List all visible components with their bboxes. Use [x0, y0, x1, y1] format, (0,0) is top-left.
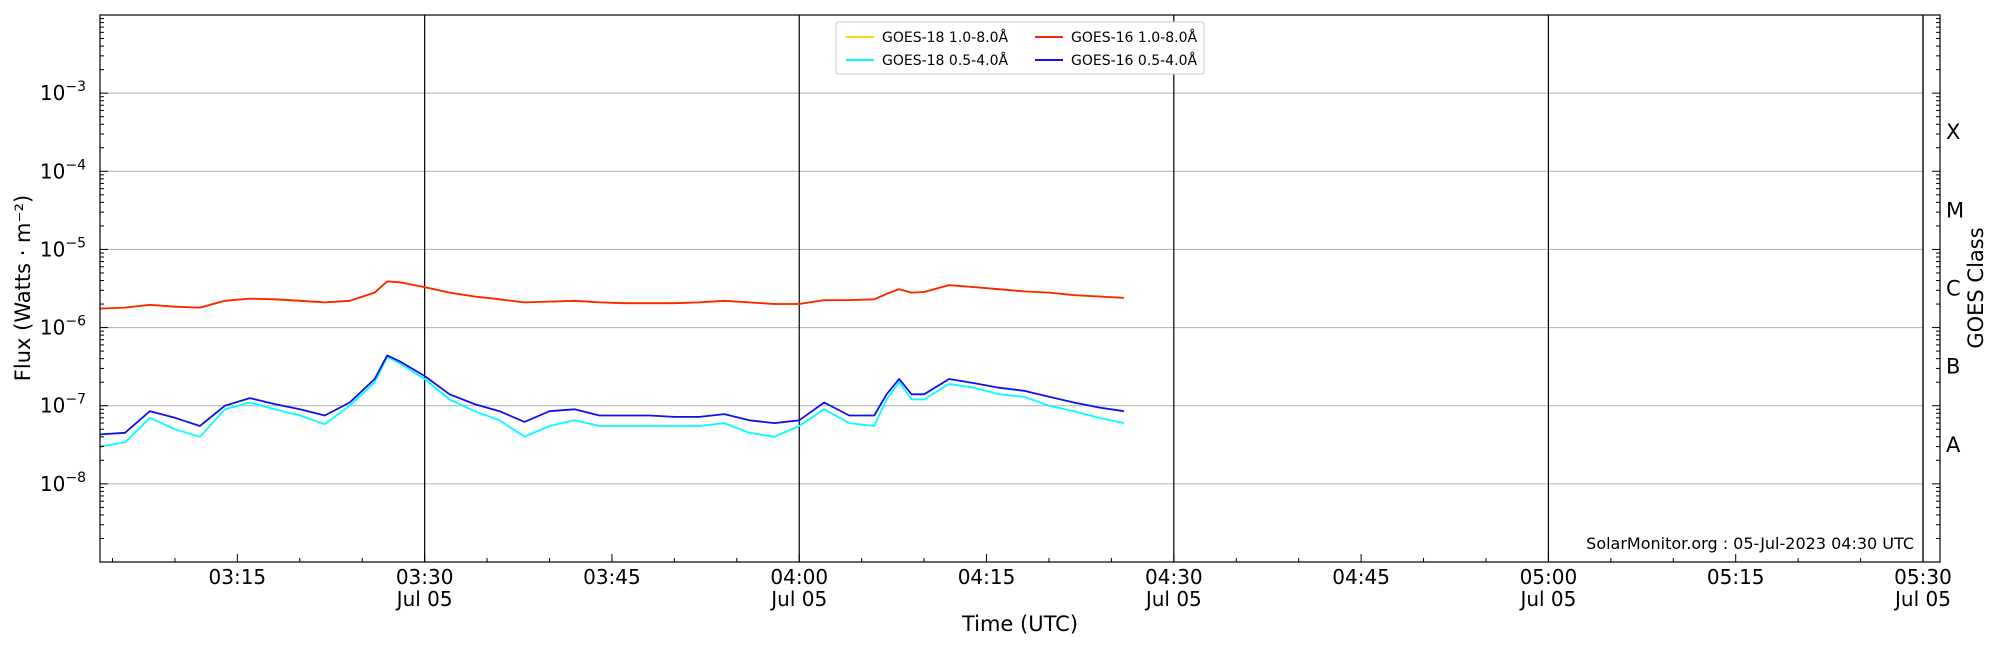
y-tick-base: 10 — [40, 472, 65, 496]
goes-class-label: B — [1946, 355, 1960, 379]
y-tick-base: 10 — [40, 394, 65, 418]
x-tick-label: 04:15 — [958, 565, 1016, 589]
plot-frame — [99, 14, 1941, 563]
y-tick-base: 10 — [40, 159, 65, 183]
legend-label: GOES-16 1.0-8.0Å — [1071, 29, 1197, 46]
goes-class-label: M — [1946, 198, 1964, 222]
y-tick-label: 10−3 — [40, 79, 86, 105]
goes-class-label: X — [1946, 120, 1960, 144]
y-tick-base: 10 — [40, 81, 65, 105]
x-tick-date-label: Jul 05 — [1518, 587, 1576, 611]
y-tick-label: 10−8 — [40, 470, 86, 496]
x-tick-date-label: Jul 05 — [395, 587, 453, 611]
series-line-1 — [99, 280, 1124, 310]
credit-text: SolarMonitor.org : 05-Jul-2023 04:30 UTC — [1586, 534, 1914, 553]
x-tick-label: 05:15 — [1707, 565, 1765, 589]
legend-box — [835, 21, 1205, 75]
flux-series-lines — [99, 280, 1125, 448]
legend-label: GOES-18 0.5-4.0Å — [882, 52, 1008, 69]
legend: GOES-18 1.0-8.0Å GOES-18 0.5-4.0Å GOES-16 … — [835, 21, 1205, 75]
x-axis-label: Time (UTC) — [961, 612, 1078, 636]
x-tick-date-label: Jul 05 — [769, 587, 827, 611]
secondary-axis-label: GOES Class — [1964, 227, 1988, 348]
x-tick-label: 03:15 — [209, 565, 267, 589]
horizontal-gridlines — [100, 92, 1923, 485]
y-tick-label: 10−4 — [40, 157, 86, 183]
x-tick-label: 04:30 — [1145, 565, 1203, 589]
y-tick-label: 10−5 — [40, 235, 86, 261]
y-tick-exponent: −8 — [65, 470, 86, 486]
x-tick-label: 04:45 — [1332, 565, 1390, 589]
x-tick-date-label: Jul 05 — [1144, 587, 1202, 611]
y-tick-label: 10−6 — [40, 314, 86, 340]
y-tick-exponent: −4 — [65, 157, 86, 173]
x-tick-label: 04:00 — [770, 565, 828, 589]
y-tick-exponent: −6 — [65, 314, 86, 330]
y-tick-base: 10 — [40, 316, 65, 340]
plot-background — [100, 15, 1940, 562]
y-axis-ticks: 10−810−710−610−510−410−3 — [40, 18, 1940, 563]
legend-label: GOES-16 0.5-4.0Å — [1071, 52, 1197, 69]
series-line-3 — [99, 354, 1125, 436]
y-axis-label: Flux (Watts · m⁻²) — [11, 195, 35, 381]
y-tick-label: 10−7 — [40, 392, 86, 418]
y-tick-exponent: −5 — [65, 235, 86, 251]
goes-class-labels: A B C M X — [1946, 120, 1964, 457]
x-tick-label: 05:30 — [1894, 565, 1952, 589]
legend-label: GOES-18 1.0-8.0Å — [882, 29, 1008, 46]
y-tick-exponent: −7 — [65, 392, 86, 408]
x-tick-date-label: Jul 05 — [1893, 587, 1951, 611]
goes-class-label: C — [1946, 277, 1961, 301]
x-tick-label: 03:30 — [396, 565, 454, 589]
x-tick-label: 03:45 — [583, 565, 641, 589]
y-tick-base: 10 — [40, 237, 65, 261]
y-tick-exponent: −3 — [65, 79, 86, 95]
series-line-2 — [99, 356, 1125, 448]
goes-class-label: A — [1946, 433, 1961, 457]
x-tick-label: 05:00 — [1520, 565, 1578, 589]
